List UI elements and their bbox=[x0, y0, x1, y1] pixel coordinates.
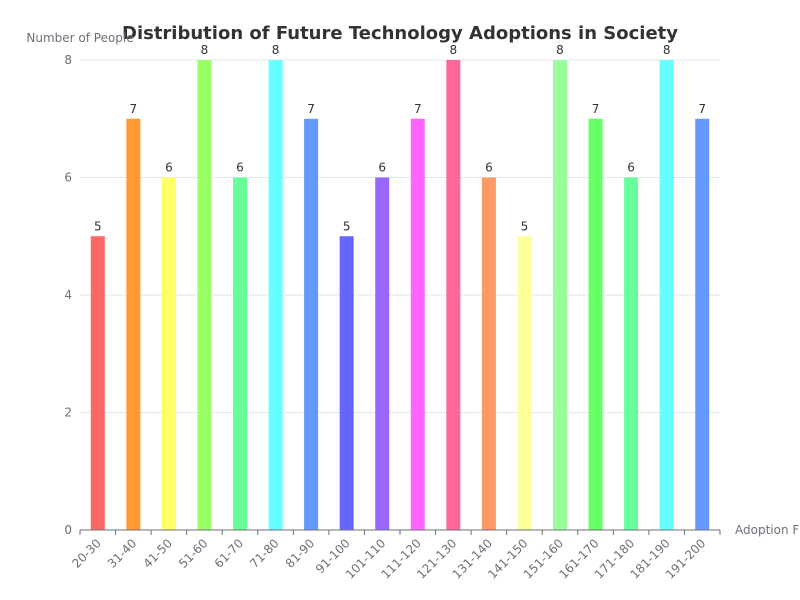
bar[interactable] bbox=[268, 60, 283, 530]
bar[interactable] bbox=[588, 118, 603, 530]
bars-layer bbox=[90, 60, 710, 531]
bar[interactable] bbox=[90, 236, 105, 530]
bar[interactable] bbox=[375, 177, 390, 531]
y-axis-label: Number of People bbox=[26, 31, 133, 45]
x-tick-label: 51-60 bbox=[176, 536, 211, 571]
y-tick-label: 6 bbox=[64, 171, 72, 185]
y-tick-label: 4 bbox=[64, 288, 72, 302]
data-label: 7 bbox=[414, 102, 422, 116]
bar[interactable] bbox=[339, 236, 354, 530]
bar[interactable] bbox=[517, 236, 532, 530]
data-label: 8 bbox=[272, 43, 280, 57]
y-tick-label: 8 bbox=[64, 53, 72, 67]
x-tick-label: 61-70 bbox=[212, 536, 247, 571]
data-label: 6 bbox=[378, 161, 386, 175]
bar[interactable] bbox=[624, 177, 639, 531]
bar[interactable] bbox=[481, 177, 496, 531]
bar[interactable] bbox=[695, 118, 710, 530]
data-label: 8 bbox=[450, 43, 458, 57]
data-label: 5 bbox=[94, 219, 102, 233]
x-tick-label: 81-90 bbox=[283, 536, 318, 571]
data-label: 8 bbox=[556, 43, 564, 57]
data-label: 5 bbox=[521, 219, 529, 233]
x-tick-label: 71-80 bbox=[247, 536, 282, 571]
x-tick-label: 191-200 bbox=[663, 536, 708, 581]
data-label: 7 bbox=[698, 102, 706, 116]
data-label: 6 bbox=[485, 161, 493, 175]
data-label: 7 bbox=[307, 102, 315, 116]
bar[interactable] bbox=[659, 60, 674, 530]
data-label: 8 bbox=[201, 43, 209, 57]
data-label: 7 bbox=[130, 102, 138, 116]
data-label: 8 bbox=[663, 43, 671, 57]
bar[interactable] bbox=[233, 177, 247, 531]
x-tick-label: 31-40 bbox=[105, 536, 140, 571]
bar[interactable] bbox=[410, 118, 425, 530]
bar[interactable] bbox=[304, 118, 319, 530]
bar[interactable] bbox=[197, 60, 212, 530]
bar[interactable] bbox=[446, 60, 461, 530]
data-label: 6 bbox=[236, 161, 244, 175]
grid-layer bbox=[80, 59, 720, 413]
x-tick-label: 20-30 bbox=[69, 536, 104, 571]
data-label: 6 bbox=[165, 161, 173, 175]
x-axis-label: Adoption F bbox=[735, 523, 799, 537]
data-label: 7 bbox=[592, 102, 600, 116]
bar[interactable] bbox=[161, 177, 176, 531]
y-tick-label: 0 bbox=[64, 523, 72, 537]
x-tick-label: 41-50 bbox=[140, 536, 175, 571]
chart-title: Distribution of Future Technology Adopti… bbox=[122, 23, 678, 44]
data-label: 6 bbox=[627, 161, 635, 175]
data-labels-layer: 5 7 6 8 6 8 7 5 6 7 8 6 5 8 7 6 8 7 bbox=[94, 43, 706, 233]
data-label: 5 bbox=[343, 219, 351, 233]
bar[interactable] bbox=[553, 60, 567, 530]
bar[interactable] bbox=[126, 118, 141, 530]
y-tick-label: 2 bbox=[64, 406, 72, 420]
